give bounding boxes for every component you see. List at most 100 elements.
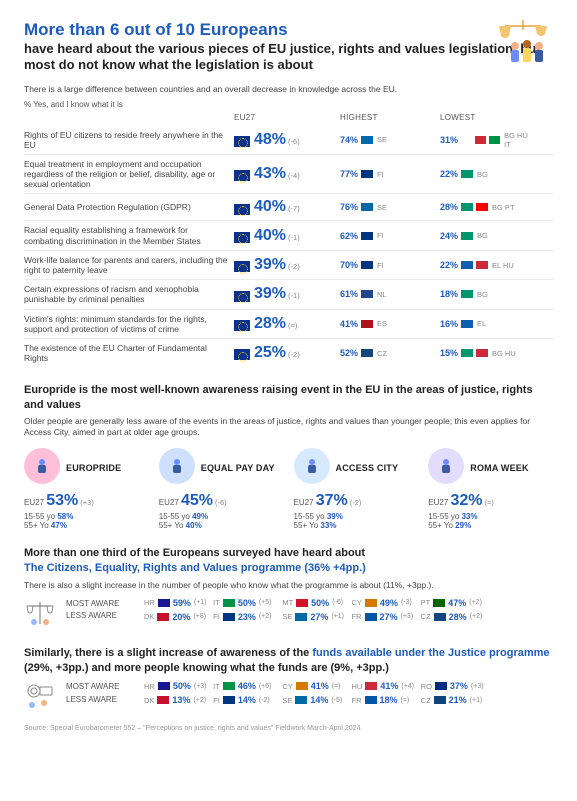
highest-cell: 52%CZ xyxy=(334,348,434,358)
event-ages: 15-55 yo 39%55+ Yo 33% xyxy=(294,512,419,530)
eu-flag-icon xyxy=(234,170,250,181)
event-icon xyxy=(159,448,195,484)
title-main: More than 6 out of 10 Europeans xyxy=(24,20,553,40)
aware-cell: DK13%(+2) xyxy=(144,695,207,705)
less-aware-label: LESS AWARE xyxy=(66,610,138,623)
eu-flag-icon xyxy=(234,291,250,302)
prog2-line-a: Similarly, there is a slight increase of… xyxy=(24,647,312,659)
prog1-line-b: The Citizens, Equality, Rights and Value… xyxy=(24,562,366,574)
event-eu27: EU27 53%(+3) xyxy=(24,492,149,510)
event-icon xyxy=(294,448,330,484)
col-eu27: EU27 xyxy=(234,113,334,122)
events-heading: Europride is the most well-known awarene… xyxy=(24,383,553,412)
eu-flag-icon xyxy=(234,320,250,331)
event-eu27: EU27 37%(-2) xyxy=(294,492,419,510)
prog1-aware-labels: MOST AWARE LESS AWARE xyxy=(66,598,138,624)
eu-flag-icon xyxy=(234,204,250,215)
aware-cell: FR18%(=) xyxy=(352,695,415,705)
event-eu27: EU27 45%(-6) xyxy=(159,492,284,510)
row-label: General Data Protection Regulation (GDPR… xyxy=(24,202,234,212)
event-card: ACCESS CITY EU27 37%(-2) 15-55 yo 39%55+ Y… xyxy=(294,448,419,530)
lowest-cell: 22%BG xyxy=(434,169,534,179)
aware-cell: HU41%(+4) xyxy=(352,681,415,691)
aware-cell: DK20%(+8) xyxy=(144,612,207,622)
prog1-aware-block: MOST AWARE LESS AWARE HR59%(+1)IT50%(+5)… xyxy=(24,598,553,630)
eu27-cell: 43%(-4) xyxy=(234,165,334,183)
lowest-cell: 16%EL xyxy=(434,319,534,329)
aware-cell: PT47%(+2) xyxy=(421,598,484,608)
prog1-paragraph: There is also a slight increase in the n… xyxy=(24,580,553,590)
event-name: ACCESS CITY xyxy=(336,463,399,473)
col-highest: HIGHEST xyxy=(334,113,434,122)
prog1-most-row: HR59%(+1)IT50%(+5)MT50%(-6)CY49%(-3)PT47… xyxy=(144,598,553,608)
row-label: Rights of EU citizens to reside freely a… xyxy=(24,130,234,150)
events-paragraph: Older people are generally less aware of… xyxy=(24,416,553,438)
eu27-cell: 40%(-7) xyxy=(234,198,334,216)
table-row: Racial equality establishing a framework… xyxy=(24,220,553,249)
aware-cell: IT46%(+6) xyxy=(213,681,276,691)
event-card: EUROPRIDEEU27 53%(+3)15-55 yo 58%55+ Yo … xyxy=(24,448,149,530)
prog2-line-hl: funds available under the Justice progra… xyxy=(312,647,549,659)
aware-cell: HR50%(+3) xyxy=(144,681,207,691)
aware-cell: RO37%(+3) xyxy=(421,681,484,691)
eu-flag-icon xyxy=(234,232,250,243)
event-icon xyxy=(428,448,464,484)
col-lowest: LOWEST xyxy=(434,113,534,122)
source-line: Source: Special Eurobarometer 552 – "Per… xyxy=(24,725,553,732)
prog2-aware-labels: MOST AWARE LESS AWARE xyxy=(66,681,138,707)
eu27-cell: 39%(-2) xyxy=(234,256,334,274)
event-ages: 15-55 yo 49%55+ Yo 40% xyxy=(159,512,284,530)
table-row: The existence of the EU Charter of Funda… xyxy=(24,338,553,367)
event-card: ROMA WEEK EU27 32%(=) 15-55 yo 33%55+ Yo 2… xyxy=(428,448,553,530)
intro-text: There is a large difference between coun… xyxy=(24,84,553,94)
row-label: Work-life balance for parents and carers… xyxy=(24,255,234,275)
aware-cell: FI23%(+2) xyxy=(213,612,276,622)
table-row: Certain expressions of racism and xenoph… xyxy=(24,279,553,308)
table-row: Equal treatment in employment and occupa… xyxy=(24,154,553,194)
event-card: EQUAL PAY DAY EU27 45%(-6) 15-55 yo 49%55+… xyxy=(159,448,284,530)
justice-scales-icon xyxy=(24,598,56,630)
lowest-cell: 31%BG HU IT xyxy=(434,131,534,149)
aware-cell: CZ28%(+2) xyxy=(421,612,484,622)
eu-flag-icon xyxy=(234,349,250,360)
prog1-heading: More than one third of the Europeans sur… xyxy=(24,546,553,576)
eu27-cell: 48%(-6) xyxy=(234,131,334,149)
aware-cell: FI14%(-2) xyxy=(213,695,276,705)
less-aware-label: LESS AWARE xyxy=(66,694,138,707)
row-label: Certain expressions of racism and xenoph… xyxy=(24,284,234,304)
lowest-cell: 28%BG PT xyxy=(434,202,534,212)
note-text: % Yes, and I know what it is xyxy=(24,100,553,109)
prog2-most-row: HR50%(+3)IT46%(+6)CY41%(=)HU41%(+4)RO37%… xyxy=(144,681,553,691)
lowest-cell: 24%BG xyxy=(434,231,534,241)
prog2-line-b: (29%, +3pp.) and more people knowing wha… xyxy=(24,662,389,674)
highest-cell: 77%FI xyxy=(334,169,434,179)
aware-cell: SE27%(+1) xyxy=(282,612,345,622)
table-row: General Data Protection Regulation (GDPR… xyxy=(24,193,553,220)
table-row: Work-life balance for parents and carers… xyxy=(24,250,553,279)
row-label: Equal treatment in employment and occupa… xyxy=(24,159,234,190)
highest-cell: 74%SE xyxy=(334,135,434,145)
aware-cell: MT50%(-6) xyxy=(282,598,345,608)
highest-cell: 62%FI xyxy=(334,231,434,241)
most-aware-label: MOST AWARE xyxy=(66,598,138,611)
table-row: Victim's rights: minimum standards for t… xyxy=(24,309,553,338)
prog1-less-row: DK20%(+8) FI23%(+2) SE27%(+1) FR27%(+3) CZ28… xyxy=(144,612,553,622)
header: More than 6 out of 10 Europeans have hea… xyxy=(24,20,553,74)
event-name: EQUAL PAY DAY xyxy=(201,463,275,473)
event-ages: 15-55 yo 33%55+ Yo 29% xyxy=(428,512,553,530)
header-illustration xyxy=(493,16,553,70)
row-label: Racial equality establishing a framework… xyxy=(24,225,234,245)
aware-cell: HR59%(+1) xyxy=(144,598,207,608)
event-name: ROMA WEEK xyxy=(470,463,528,473)
event-eu27: EU27 32%(=) xyxy=(428,492,553,510)
title-sub: have heard about the various pieces of E… xyxy=(24,41,553,74)
eu-flag-icon xyxy=(234,261,250,272)
highest-cell: 70%FI xyxy=(334,260,434,270)
event-icon xyxy=(24,448,60,484)
eu27-cell: 28%(=) xyxy=(234,315,334,333)
prog2-less-row: DK13%(+2)FI14%(-2)SE14%(-5)FR18%(=)CZ21%… xyxy=(144,695,553,705)
event-name: EUROPRIDE xyxy=(66,463,121,473)
funds-icon xyxy=(24,681,56,713)
aware-cell: FR27%(+3) xyxy=(352,612,415,622)
highest-cell: 61%NL xyxy=(334,289,434,299)
